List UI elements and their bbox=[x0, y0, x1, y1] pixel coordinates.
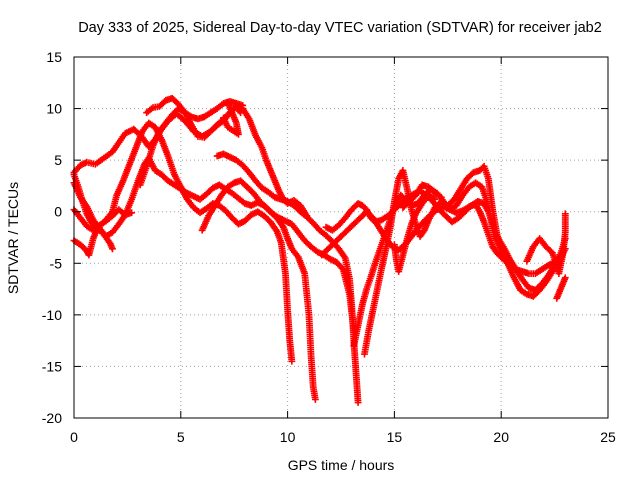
data-point bbox=[109, 245, 116, 253]
data-point bbox=[128, 209, 136, 217]
y-tick-label: 5 bbox=[54, 152, 62, 168]
data-point bbox=[237, 109, 245, 117]
data-point bbox=[431, 195, 439, 203]
y-axis-label: SDTVAR / TECUs bbox=[5, 182, 21, 294]
y-tick-label: 10 bbox=[46, 101, 62, 117]
series-arc-16 bbox=[399, 181, 445, 211]
data-point bbox=[288, 357, 296, 365]
series-arc-18 bbox=[553, 274, 569, 302]
series-arc-14 bbox=[361, 162, 505, 358]
y-tick-label: 15 bbox=[46, 49, 62, 65]
chart-title: Day 333 of 2025, Sidereal Day-to-day VTE… bbox=[78, 20, 602, 36]
series-arc-9 bbox=[213, 150, 362, 406]
x-axis-label: GPS time / hours bbox=[288, 457, 395, 473]
x-tick-label: 25 bbox=[600, 429, 616, 445]
y-tick-label: -10 bbox=[42, 307, 62, 323]
data-point bbox=[437, 193, 445, 201]
axes: 0 5 10 15 20 25 -20 -15 -10 -5 0 5 10 15 bbox=[42, 49, 616, 445]
plot-frame bbox=[73, 56, 609, 419]
data-point bbox=[311, 396, 319, 403]
y-tick-label: -20 bbox=[42, 410, 62, 426]
data-point bbox=[561, 210, 569, 218]
data-points bbox=[70, 94, 569, 406]
data-point bbox=[354, 399, 362, 406]
series-arc-15 bbox=[391, 191, 439, 275]
y-tick-label: -15 bbox=[42, 358, 62, 374]
data-point bbox=[239, 102, 247, 109]
series-arc-17 bbox=[523, 210, 569, 277]
x-tick-label: 0 bbox=[70, 429, 78, 445]
y-tick-label: -5 bbox=[50, 255, 63, 271]
y-tick-label: 0 bbox=[54, 204, 62, 220]
x-tick-label: 20 bbox=[493, 429, 509, 445]
data-point bbox=[561, 274, 569, 282]
x-tick-label: 15 bbox=[387, 429, 403, 445]
series-arc-7 bbox=[143, 94, 245, 141]
series-arc-5 bbox=[70, 206, 136, 234]
x-tick-label: 10 bbox=[280, 429, 296, 445]
data-point bbox=[497, 243, 505, 251]
series-arc-8 bbox=[220, 98, 242, 138]
x-tick-label: 5 bbox=[177, 429, 185, 445]
data-point bbox=[220, 114, 227, 122]
data-point bbox=[338, 264, 346, 272]
